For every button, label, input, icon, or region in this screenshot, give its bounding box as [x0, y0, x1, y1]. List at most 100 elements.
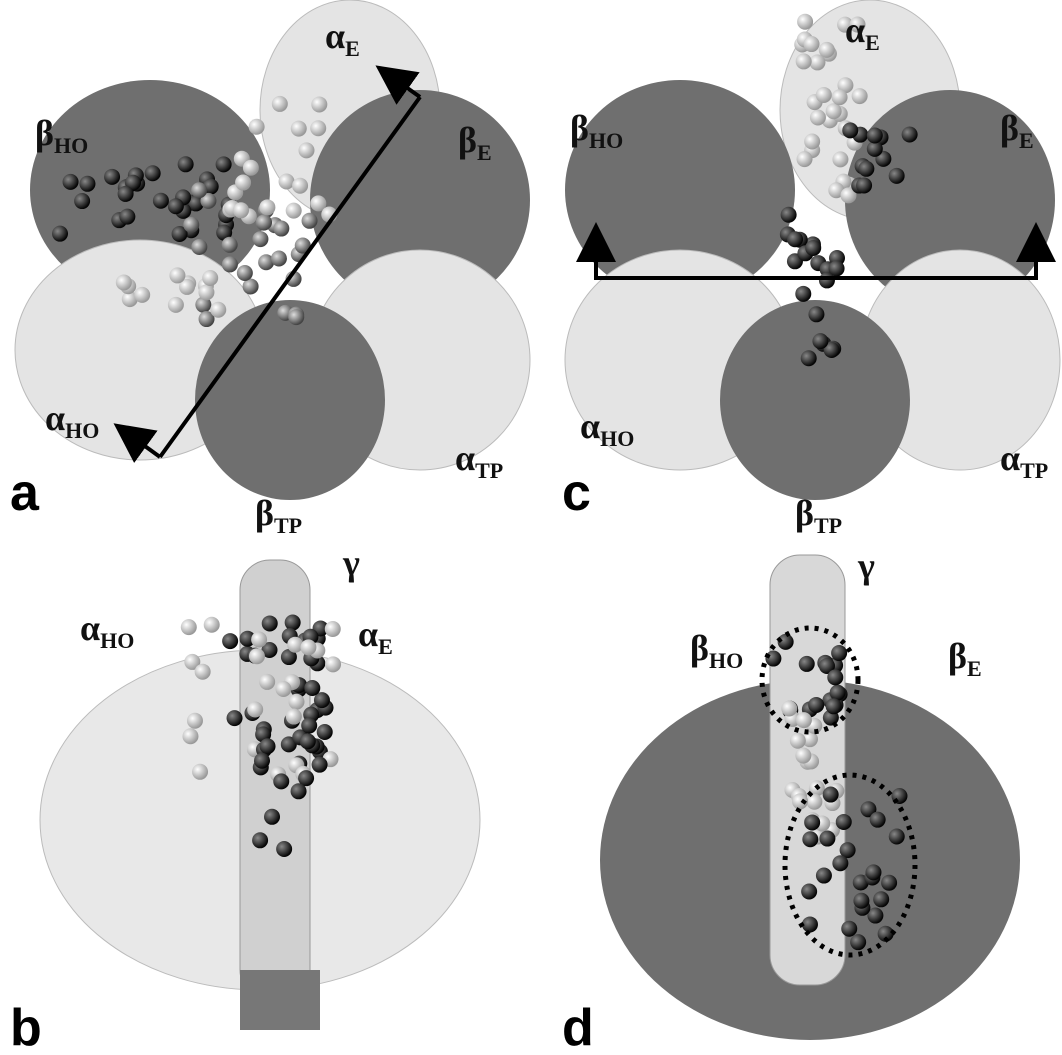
residue-sphere: [248, 118, 265, 135]
subscript: HO: [589, 128, 623, 153]
subunit-label: βHO: [570, 108, 623, 153]
residue-sphere: [828, 182, 845, 199]
residue-sphere: [801, 883, 818, 900]
residue-sphere: [198, 284, 215, 301]
residue-sphere: [815, 867, 832, 884]
residue-sphere: [288, 693, 305, 710]
residue-sphere: [119, 208, 136, 225]
residue-sphere: [248, 648, 265, 665]
residue-sphere: [290, 783, 307, 800]
residue-sphere: [252, 231, 269, 248]
residue-sphere: [171, 225, 188, 242]
subunit-dark: [310, 90, 530, 310]
residue-sphere: [292, 177, 309, 194]
panel-label: c: [562, 464, 591, 522]
residue-sphere: [186, 712, 203, 729]
subscript: E: [378, 634, 393, 659]
residue-sphere: [152, 192, 169, 209]
residue-sphere: [798, 655, 815, 672]
residue-sphere: [839, 842, 856, 859]
symbol: α: [845, 10, 865, 50]
symbol: α: [325, 16, 345, 56]
residue-sphere: [270, 250, 287, 267]
residue-sphere: [789, 732, 806, 749]
residue-sphere: [177, 156, 194, 173]
residue-sphere: [187, 195, 204, 212]
symbol: α: [45, 398, 65, 438]
residue-sphere: [200, 192, 217, 209]
residue-sphere: [62, 173, 79, 190]
residue-sphere: [252, 832, 269, 849]
symbol: α: [580, 406, 600, 446]
residue-sphere: [275, 680, 292, 697]
residue-sphere: [832, 151, 849, 168]
residue-sphere: [194, 663, 211, 680]
residue-sphere: [866, 127, 883, 144]
residue-sphere: [52, 225, 69, 242]
residue-sphere: [831, 645, 848, 662]
residue-sphere: [888, 828, 905, 845]
residue-sphere: [860, 801, 877, 818]
residue-sphere: [842, 122, 859, 139]
residue-sphere: [827, 669, 844, 686]
symbol: β: [35, 113, 54, 153]
residue-sphere: [835, 813, 852, 830]
residue-sphere: [191, 182, 208, 199]
residue-sphere: [259, 199, 276, 216]
residue-sphere: [195, 296, 212, 313]
symbol: β: [795, 493, 814, 533]
symbol: α: [358, 614, 378, 654]
residue-sphere: [801, 731, 818, 748]
residue-sphere: [801, 916, 818, 933]
residue-sphere: [795, 53, 812, 70]
residue-sphere: [815, 86, 832, 103]
residue-sphere: [851, 88, 868, 105]
residue-sphere: [180, 619, 197, 636]
arrows: [113, 65, 1056, 958]
residue-sphere: [259, 673, 276, 690]
subscript: TP: [475, 458, 503, 483]
residue-sphere: [865, 864, 882, 881]
subscript: HO: [709, 648, 743, 673]
residue-sphere: [271, 95, 288, 112]
residue-sphere: [881, 874, 898, 891]
panel-label: d: [562, 999, 594, 1055]
residue-sphere: [273, 773, 290, 790]
subscript: E: [477, 140, 492, 165]
residue-sphere: [233, 202, 250, 219]
subunit-dark: [845, 90, 1055, 310]
residue-sphere: [226, 710, 243, 727]
panel-label: b: [10, 999, 42, 1055]
residue-sphere: [280, 649, 297, 666]
residue-sphere: [828, 260, 845, 277]
symbol: γ: [857, 546, 875, 586]
residue-sphere: [298, 770, 315, 787]
residue-sphere: [273, 220, 290, 237]
residue-sphere: [325, 656, 342, 673]
residue-sphere: [822, 786, 839, 803]
symbol: α: [80, 608, 100, 648]
residue-sphere: [235, 174, 252, 191]
residue-sphere: [808, 306, 825, 323]
residue-sphere: [290, 120, 307, 137]
residue-sphere: [805, 239, 822, 256]
residues: [52, 13, 918, 951]
residue-sphere: [242, 278, 259, 295]
residue-sphere: [818, 272, 835, 289]
residue-sphere: [261, 615, 278, 632]
residue-sphere: [79, 175, 96, 192]
residue-sphere: [825, 103, 842, 120]
residue-sphere: [809, 54, 826, 71]
residue-sphere: [311, 756, 328, 773]
residue-sphere: [853, 892, 870, 909]
subunit-label: αTP: [455, 438, 503, 483]
residue-sphere: [867, 907, 884, 924]
residue-sphere: [825, 698, 842, 715]
symbol: β: [1000, 108, 1019, 148]
symbol: β: [690, 628, 709, 668]
highlight-circle: [782, 772, 918, 958]
residue-sphere: [888, 167, 905, 184]
residue-sphere: [299, 733, 316, 750]
residue-sphere: [144, 165, 161, 182]
